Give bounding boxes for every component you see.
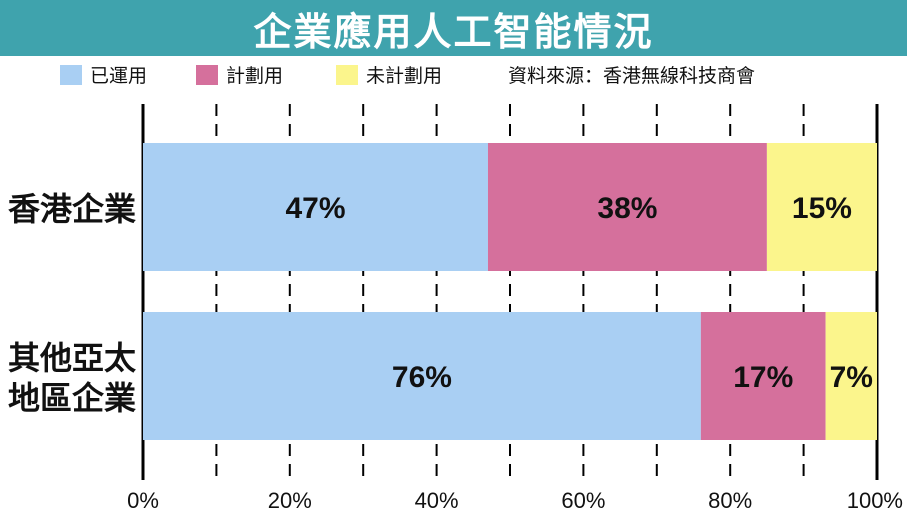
x-tick-label: 60% — [561, 488, 605, 513]
title-bar: 企業應用人工智能情況 — [0, 0, 907, 56]
data-label: 17% — [733, 361, 793, 394]
x-tick-label: 40% — [415, 488, 459, 513]
x-tick-label: 0% — [127, 488, 159, 513]
data-label: 7% — [830, 361, 873, 394]
category-label: 其他亞太 — [8, 339, 136, 377]
legend-swatch-1 — [60, 65, 82, 85]
x-tick-label: 80% — [708, 488, 752, 513]
legend-swatch-3 — [336, 65, 358, 85]
bar-segment — [487, 143, 767, 271]
source-note: 資料來源：香港無線科技商會 — [508, 65, 755, 87]
chart-title: 企業應用人工智能情況 — [253, 8, 654, 54]
bar-segment — [766, 143, 877, 271]
legend-label-1: 已運用 — [90, 65, 147, 87]
data-label: 47% — [285, 192, 345, 225]
legend-label-3: 未計劃用 — [366, 65, 442, 87]
x-tick-label: 100% — [847, 488, 903, 513]
data-label: 38% — [597, 192, 657, 225]
category-label: 香港企業 — [8, 190, 136, 228]
legend-label-2: 計劃用 — [226, 65, 283, 87]
bar-segment — [825, 312, 877, 440]
category-label: 地區企業 — [8, 379, 136, 417]
data-label: 15% — [792, 192, 852, 225]
legend-swatch-2 — [196, 65, 218, 85]
x-tick-label: 20% — [268, 488, 312, 513]
bar-segment — [143, 143, 488, 271]
data-label: 76% — [392, 361, 452, 394]
bar-segment — [700, 312, 826, 440]
bar-segment — [143, 312, 701, 440]
